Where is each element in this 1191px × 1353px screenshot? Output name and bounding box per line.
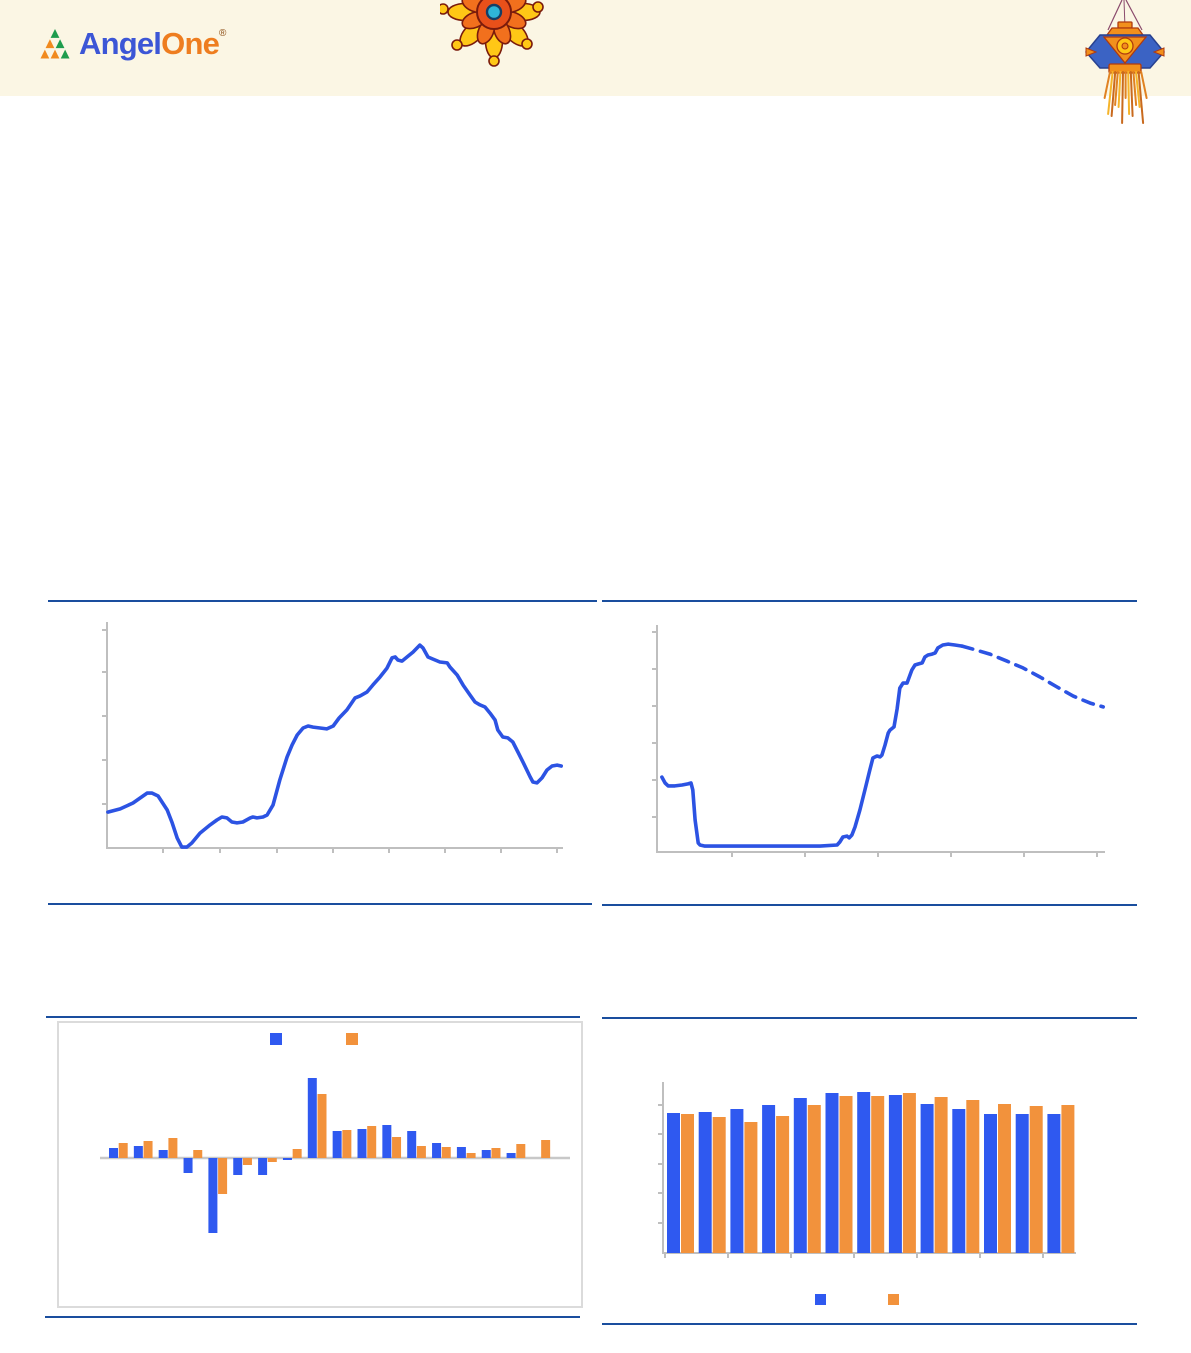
- bar: [342, 1130, 352, 1158]
- bar: [481, 1150, 491, 1158]
- bar: [920, 1104, 934, 1253]
- bar: [367, 1126, 377, 1158]
- bar: [776, 1116, 790, 1253]
- bar: [712, 1117, 726, 1253]
- bar: [317, 1094, 327, 1158]
- bar: [133, 1146, 143, 1158]
- bar: [267, 1158, 277, 1162]
- bar: [934, 1097, 948, 1253]
- divider-top-right: [602, 600, 1137, 602]
- bar: [902, 1093, 916, 1253]
- bar: [793, 1098, 807, 1253]
- bar: [466, 1153, 476, 1158]
- bar: [233, 1158, 243, 1175]
- page-header-band: AngelOne®: [0, 0, 1191, 96]
- logo-word-one: One: [161, 25, 220, 61]
- legend-marker: [888, 1294, 899, 1305]
- bar: [762, 1105, 776, 1253]
- divider-top-left: [48, 600, 597, 602]
- bar: [516, 1144, 526, 1158]
- bar: [807, 1105, 821, 1253]
- bar: [242, 1158, 252, 1165]
- legend-marker: [270, 1033, 282, 1045]
- bar: [158, 1150, 168, 1158]
- bar: [258, 1158, 268, 1175]
- bar: [307, 1078, 317, 1158]
- divider-bottom-right: [602, 1323, 1137, 1325]
- diwali-lantern-icon: [1085, 0, 1165, 124]
- bar: [1029, 1106, 1043, 1253]
- divider-lower-right: [602, 1017, 1137, 1019]
- bar: [998, 1104, 1011, 1253]
- bar: [984, 1114, 997, 1253]
- logo-wordmark: AngelOne®: [79, 28, 226, 59]
- bar: [193, 1150, 203, 1158]
- bar: [825, 1093, 839, 1253]
- legend-marker: [346, 1033, 358, 1045]
- bar: [218, 1158, 228, 1194]
- bar: [966, 1100, 980, 1253]
- line-chart-top-left: [102, 622, 564, 853]
- bar: [857, 1092, 871, 1253]
- bar: [1061, 1105, 1075, 1253]
- bar: [432, 1143, 442, 1158]
- logo-word-angel: Angel: [79, 25, 162, 61]
- marigold-rangoli-flower-icon: [440, 0, 544, 67]
- bar: [888, 1095, 902, 1253]
- bar: [168, 1138, 178, 1158]
- bar: [392, 1137, 402, 1158]
- bar: [698, 1112, 712, 1253]
- bar: [1047, 1114, 1061, 1253]
- bar: [681, 1114, 694, 1253]
- bar: [416, 1146, 426, 1158]
- bar: [332, 1131, 342, 1158]
- bar: [143, 1141, 153, 1158]
- bar: [541, 1140, 551, 1158]
- bar: [208, 1158, 218, 1233]
- bar: [109, 1148, 118, 1158]
- bar: [839, 1096, 853, 1253]
- line-chart-top-right: [652, 625, 1105, 857]
- divider-mid-right: [602, 904, 1137, 906]
- bar: [744, 1122, 758, 1253]
- bar: [292, 1149, 302, 1158]
- angelone-triangle-pyramid-icon: [40, 28, 70, 59]
- bar: [441, 1147, 451, 1158]
- bar: [118, 1143, 128, 1158]
- legend-marker: [815, 1294, 826, 1305]
- bar: [1015, 1114, 1029, 1253]
- divider-mid-left: [48, 903, 592, 905]
- bar: [491, 1148, 501, 1158]
- bar: [357, 1129, 367, 1158]
- bar: [667, 1113, 680, 1253]
- registered-trademark-symbol: ®: [219, 27, 226, 39]
- divider-bottom-left: [45, 1316, 580, 1318]
- divider-lower-left: [46, 1016, 580, 1018]
- bar: [952, 1109, 966, 1253]
- bar: [407, 1131, 417, 1158]
- bar-chart-bottom-left: [57, 1021, 583, 1308]
- bar: [730, 1109, 744, 1253]
- bar-chart-bottom-right: [658, 1082, 1076, 1305]
- bar: [382, 1125, 392, 1158]
- angelone-logo: AngelOne®: [40, 26, 226, 60]
- bar: [456, 1147, 466, 1158]
- bar: [183, 1158, 193, 1173]
- bar: [871, 1096, 885, 1253]
- bar: [282, 1158, 292, 1160]
- bar: [506, 1153, 516, 1158]
